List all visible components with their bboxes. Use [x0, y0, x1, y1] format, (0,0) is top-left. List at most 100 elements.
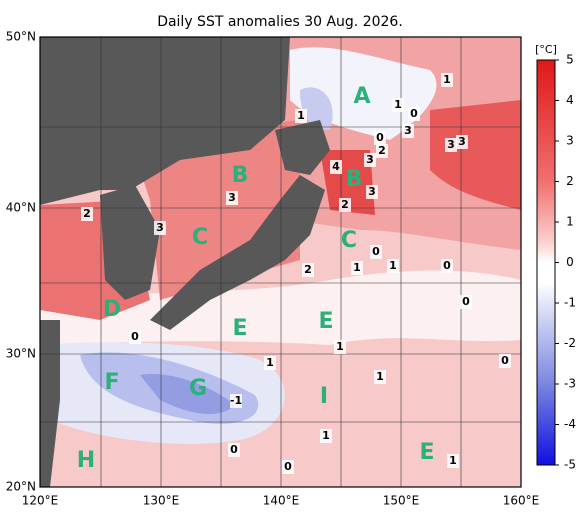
contour-label-bg	[334, 340, 346, 354]
contour-label: 0	[376, 131, 384, 144]
contour-label: 3	[447, 138, 455, 151]
contour-label-bg	[387, 259, 399, 273]
lon-label: 130°E	[143, 494, 180, 508]
contour-label: 3	[404, 124, 412, 137]
region-label: A	[353, 84, 370, 109]
contour-label-bg	[364, 153, 376, 167]
colorbar-tick-label: -5	[564, 458, 576, 472]
colorbar-tick-label: 4	[566, 93, 574, 107]
contour-label-bg	[460, 295, 472, 309]
lat-label: 30°N	[6, 347, 36, 361]
region-label: F	[104, 370, 119, 395]
region-label: G	[189, 376, 207, 401]
contour-label: 2	[378, 144, 386, 157]
colorbar-tick-label: 3	[566, 134, 574, 148]
contour-label-bg	[445, 138, 457, 152]
contour-label-bg	[129, 330, 141, 344]
contour-label-bg	[376, 144, 388, 158]
contour-label: 0	[462, 295, 470, 308]
colorbar-unit: [°C]	[535, 43, 557, 56]
contour-label-bg	[402, 124, 414, 138]
contour-label-bg	[408, 107, 420, 121]
contour-label-bg	[81, 207, 93, 221]
contour-label-bg	[374, 131, 386, 145]
contour-label: 3	[228, 191, 236, 204]
title: Daily SST anomalies 30 Aug. 2026.	[157, 14, 403, 30]
contour-label-bg	[447, 454, 459, 468]
graticule	[40, 37, 521, 487]
region-label: E	[232, 316, 247, 341]
region-label: C	[192, 225, 208, 250]
contour-label-bg	[330, 160, 342, 174]
contour-label-bg	[351, 261, 363, 275]
contour-label-bg	[392, 98, 404, 112]
colorbar-tick-label: 2	[566, 174, 574, 188]
contour-label: 3	[366, 153, 374, 166]
contour-label: 1	[389, 259, 397, 272]
region-label: I	[320, 384, 328, 409]
contour-label: -1	[230, 394, 242, 407]
lat-label: 40°N	[6, 201, 36, 215]
lon-label: 150°E	[383, 494, 420, 508]
contour-label: 0	[443, 259, 451, 272]
contour-label: 3	[156, 221, 164, 234]
contour-label-bg	[339, 198, 351, 212]
colorbar-tick-label: -4	[564, 417, 576, 431]
contour-label-bg	[320, 429, 332, 443]
region-label: B	[346, 167, 363, 192]
lat-label: 50°N	[6, 30, 36, 44]
contour-label-bg	[370, 245, 382, 259]
colorbar-tick-label: 0	[566, 255, 574, 269]
contour-label: 1	[336, 340, 344, 353]
contour-label: 0	[501, 354, 509, 367]
colorbar-tick-label: 1	[566, 215, 574, 229]
contour-label-bg	[264, 356, 276, 370]
contour-label-bg	[366, 185, 378, 199]
contour-label-bg	[441, 259, 453, 273]
lon-label: 160°E	[503, 494, 540, 508]
lon-label: 140°E	[263, 494, 300, 508]
contour-label: 2	[83, 207, 91, 220]
contour-label-bg	[499, 354, 511, 368]
region-label: B	[232, 163, 249, 188]
colorbar-tick-label: -1	[564, 296, 576, 310]
contour-label: 0	[131, 330, 139, 343]
region-label: C	[341, 228, 357, 253]
contour-label-bg	[228, 443, 240, 457]
contour-label: 3	[458, 135, 466, 148]
region-label: E	[318, 309, 333, 334]
contour-label: 2	[304, 263, 312, 276]
contour-label-bg	[374, 370, 386, 384]
contour-label-bg	[226, 191, 238, 205]
contour-label: 1	[297, 109, 305, 122]
contour-label: 0	[284, 460, 292, 473]
lon-label: 120°E	[22, 494, 59, 508]
contour-label: 1	[394, 98, 402, 111]
contour-label: 1	[266, 356, 274, 369]
contour-label-bg	[154, 221, 166, 235]
contour-label: 0	[230, 443, 238, 456]
colorbar-tick-label: -3	[564, 377, 576, 391]
contour-label: 1	[443, 73, 451, 86]
frame	[39, 36, 522, 488]
contour-label: 2	[341, 198, 349, 211]
region-label: E	[419, 440, 434, 465]
contour-label: 1	[376, 370, 384, 383]
contour-label: 0	[410, 107, 418, 120]
contour-label-bg	[302, 263, 314, 277]
contour-label: 4	[332, 160, 340, 173]
lat-label: 20°N	[6, 480, 36, 494]
contour-label-bg	[230, 394, 242, 408]
contour-label: 1	[449, 454, 457, 467]
region-label: D	[103, 297, 121, 322]
contour-label-bg	[282, 460, 294, 474]
contour-label-bg	[295, 109, 307, 123]
contour-label: 0	[372, 245, 380, 258]
colorbar-tick-label: -2	[564, 336, 576, 350]
colorbar	[536, 59, 556, 466]
colorbar-tick-label: 5	[566, 53, 574, 67]
contour-label-bg	[456, 135, 468, 149]
contour-label-bg	[441, 73, 453, 87]
contour-label: 1	[322, 429, 330, 442]
